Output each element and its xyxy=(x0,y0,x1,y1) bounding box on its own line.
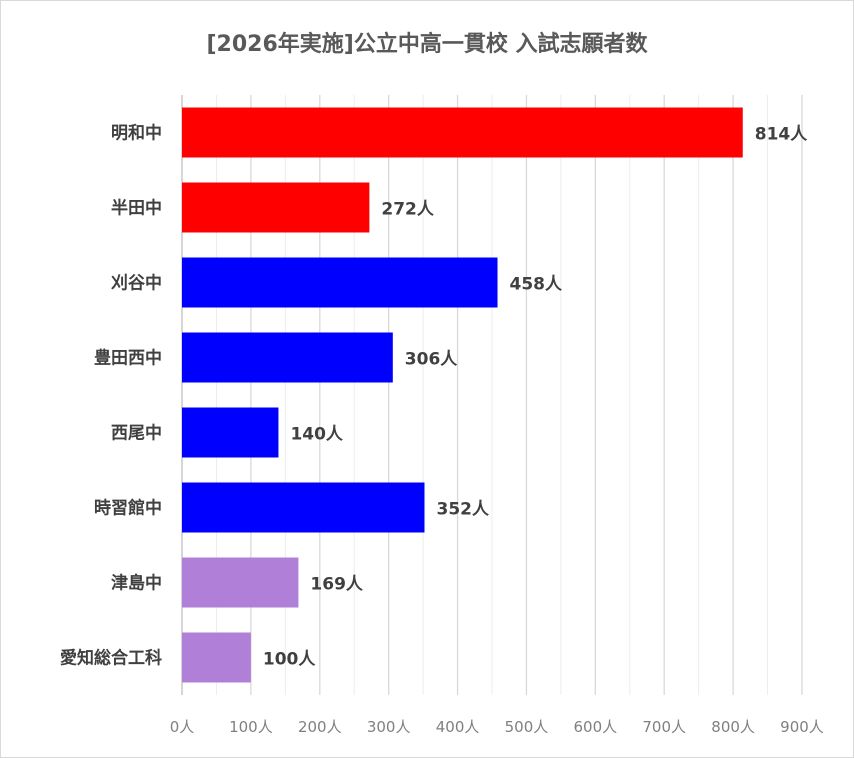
data-label: 814人 xyxy=(755,125,808,145)
bar xyxy=(182,257,498,308)
bar xyxy=(182,407,279,458)
x-tick-label: 0人 xyxy=(170,718,195,736)
data-label: 352人 xyxy=(436,500,489,520)
bar xyxy=(182,557,299,608)
x-tick-label: 300人 xyxy=(367,718,411,736)
x-tick-label: 800人 xyxy=(711,718,755,736)
data-label: 306人 xyxy=(405,350,458,370)
category-label: 刈谷中 xyxy=(111,273,162,294)
bar xyxy=(182,482,425,533)
data-label: 458人 xyxy=(510,275,563,295)
category-label: 半田中 xyxy=(111,198,162,219)
category-label: 西尾中 xyxy=(111,423,162,444)
bar xyxy=(182,107,743,158)
x-tick-label: 500人 xyxy=(505,718,549,736)
category-label: 愛知総合工科 xyxy=(60,648,162,669)
bar xyxy=(182,632,251,683)
x-tick-label: 200人 xyxy=(298,718,342,736)
x-tick-label: 100人 xyxy=(229,718,273,736)
bar xyxy=(182,332,393,383)
category-label: 時習館中 xyxy=(94,498,162,519)
x-tick-label: 600人 xyxy=(574,718,618,736)
data-label: 272人 xyxy=(381,200,434,220)
bar xyxy=(182,182,370,233)
x-tick-label: 900人 xyxy=(780,718,824,736)
category-label: 津島中 xyxy=(111,573,162,594)
chart-title: [2026年実施]公立中高一貫校 入試志願者数 xyxy=(206,32,648,57)
data-label: 100人 xyxy=(263,650,316,670)
category-label: 豊田西中 xyxy=(94,348,162,369)
data-label: 140人 xyxy=(290,425,343,445)
x-tick-label: 400人 xyxy=(436,718,480,736)
category-label: 明和中 xyxy=(111,123,162,144)
data-label: 169人 xyxy=(310,575,363,595)
x-tick-label: 700人 xyxy=(642,718,686,736)
